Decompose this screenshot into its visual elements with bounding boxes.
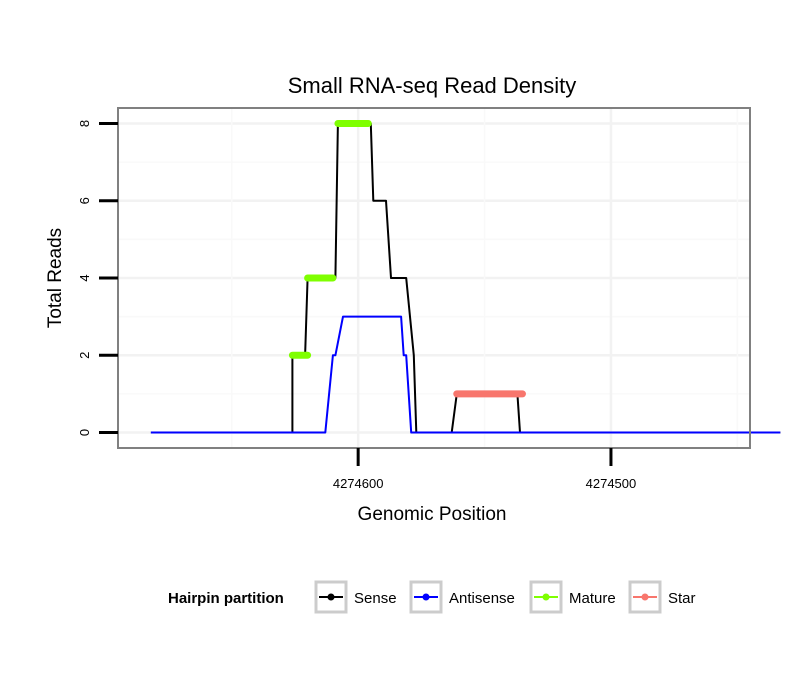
- legend-key-dot: [641, 593, 649, 601]
- y-tick-label: 8: [77, 120, 92, 127]
- legend-key-dot: [422, 593, 430, 601]
- y-axis-title: Total Reads: [45, 228, 66, 328]
- legend-label-antisense: Antisense: [449, 590, 515, 607]
- legend-label-mature: Mature: [569, 590, 616, 607]
- y-tick-label: 4: [77, 274, 92, 281]
- series-layer: [150, 119, 781, 434]
- y-tick-label: 0: [77, 429, 92, 436]
- legend-title: Hairpin partition: [168, 590, 284, 607]
- y-tick-label: 6: [77, 197, 92, 204]
- y-axis: 0 2 4 6 8: [77, 120, 118, 436]
- legend-key-dot: [542, 593, 550, 601]
- legend-label-star: Star: [668, 590, 696, 607]
- y-tick-label: 2: [77, 352, 92, 359]
- x-tick-label: 4274500: [586, 476, 637, 491]
- grid: [118, 108, 750, 448]
- legend: Hairpin partition Sense Antisense Mature St…: [168, 580, 696, 614]
- x-tick-label: 4274600: [333, 476, 384, 491]
- legend-label-sense: Sense: [354, 590, 397, 607]
- series-antisense-line: [150, 315, 781, 434]
- x-axis-title: Genomic Position: [358, 504, 507, 525]
- legend-key-dot: [327, 593, 335, 601]
- x-axis: 4274600 4274500: [333, 448, 636, 491]
- chart-title: Small RNA-seq Read Density: [288, 73, 577, 98]
